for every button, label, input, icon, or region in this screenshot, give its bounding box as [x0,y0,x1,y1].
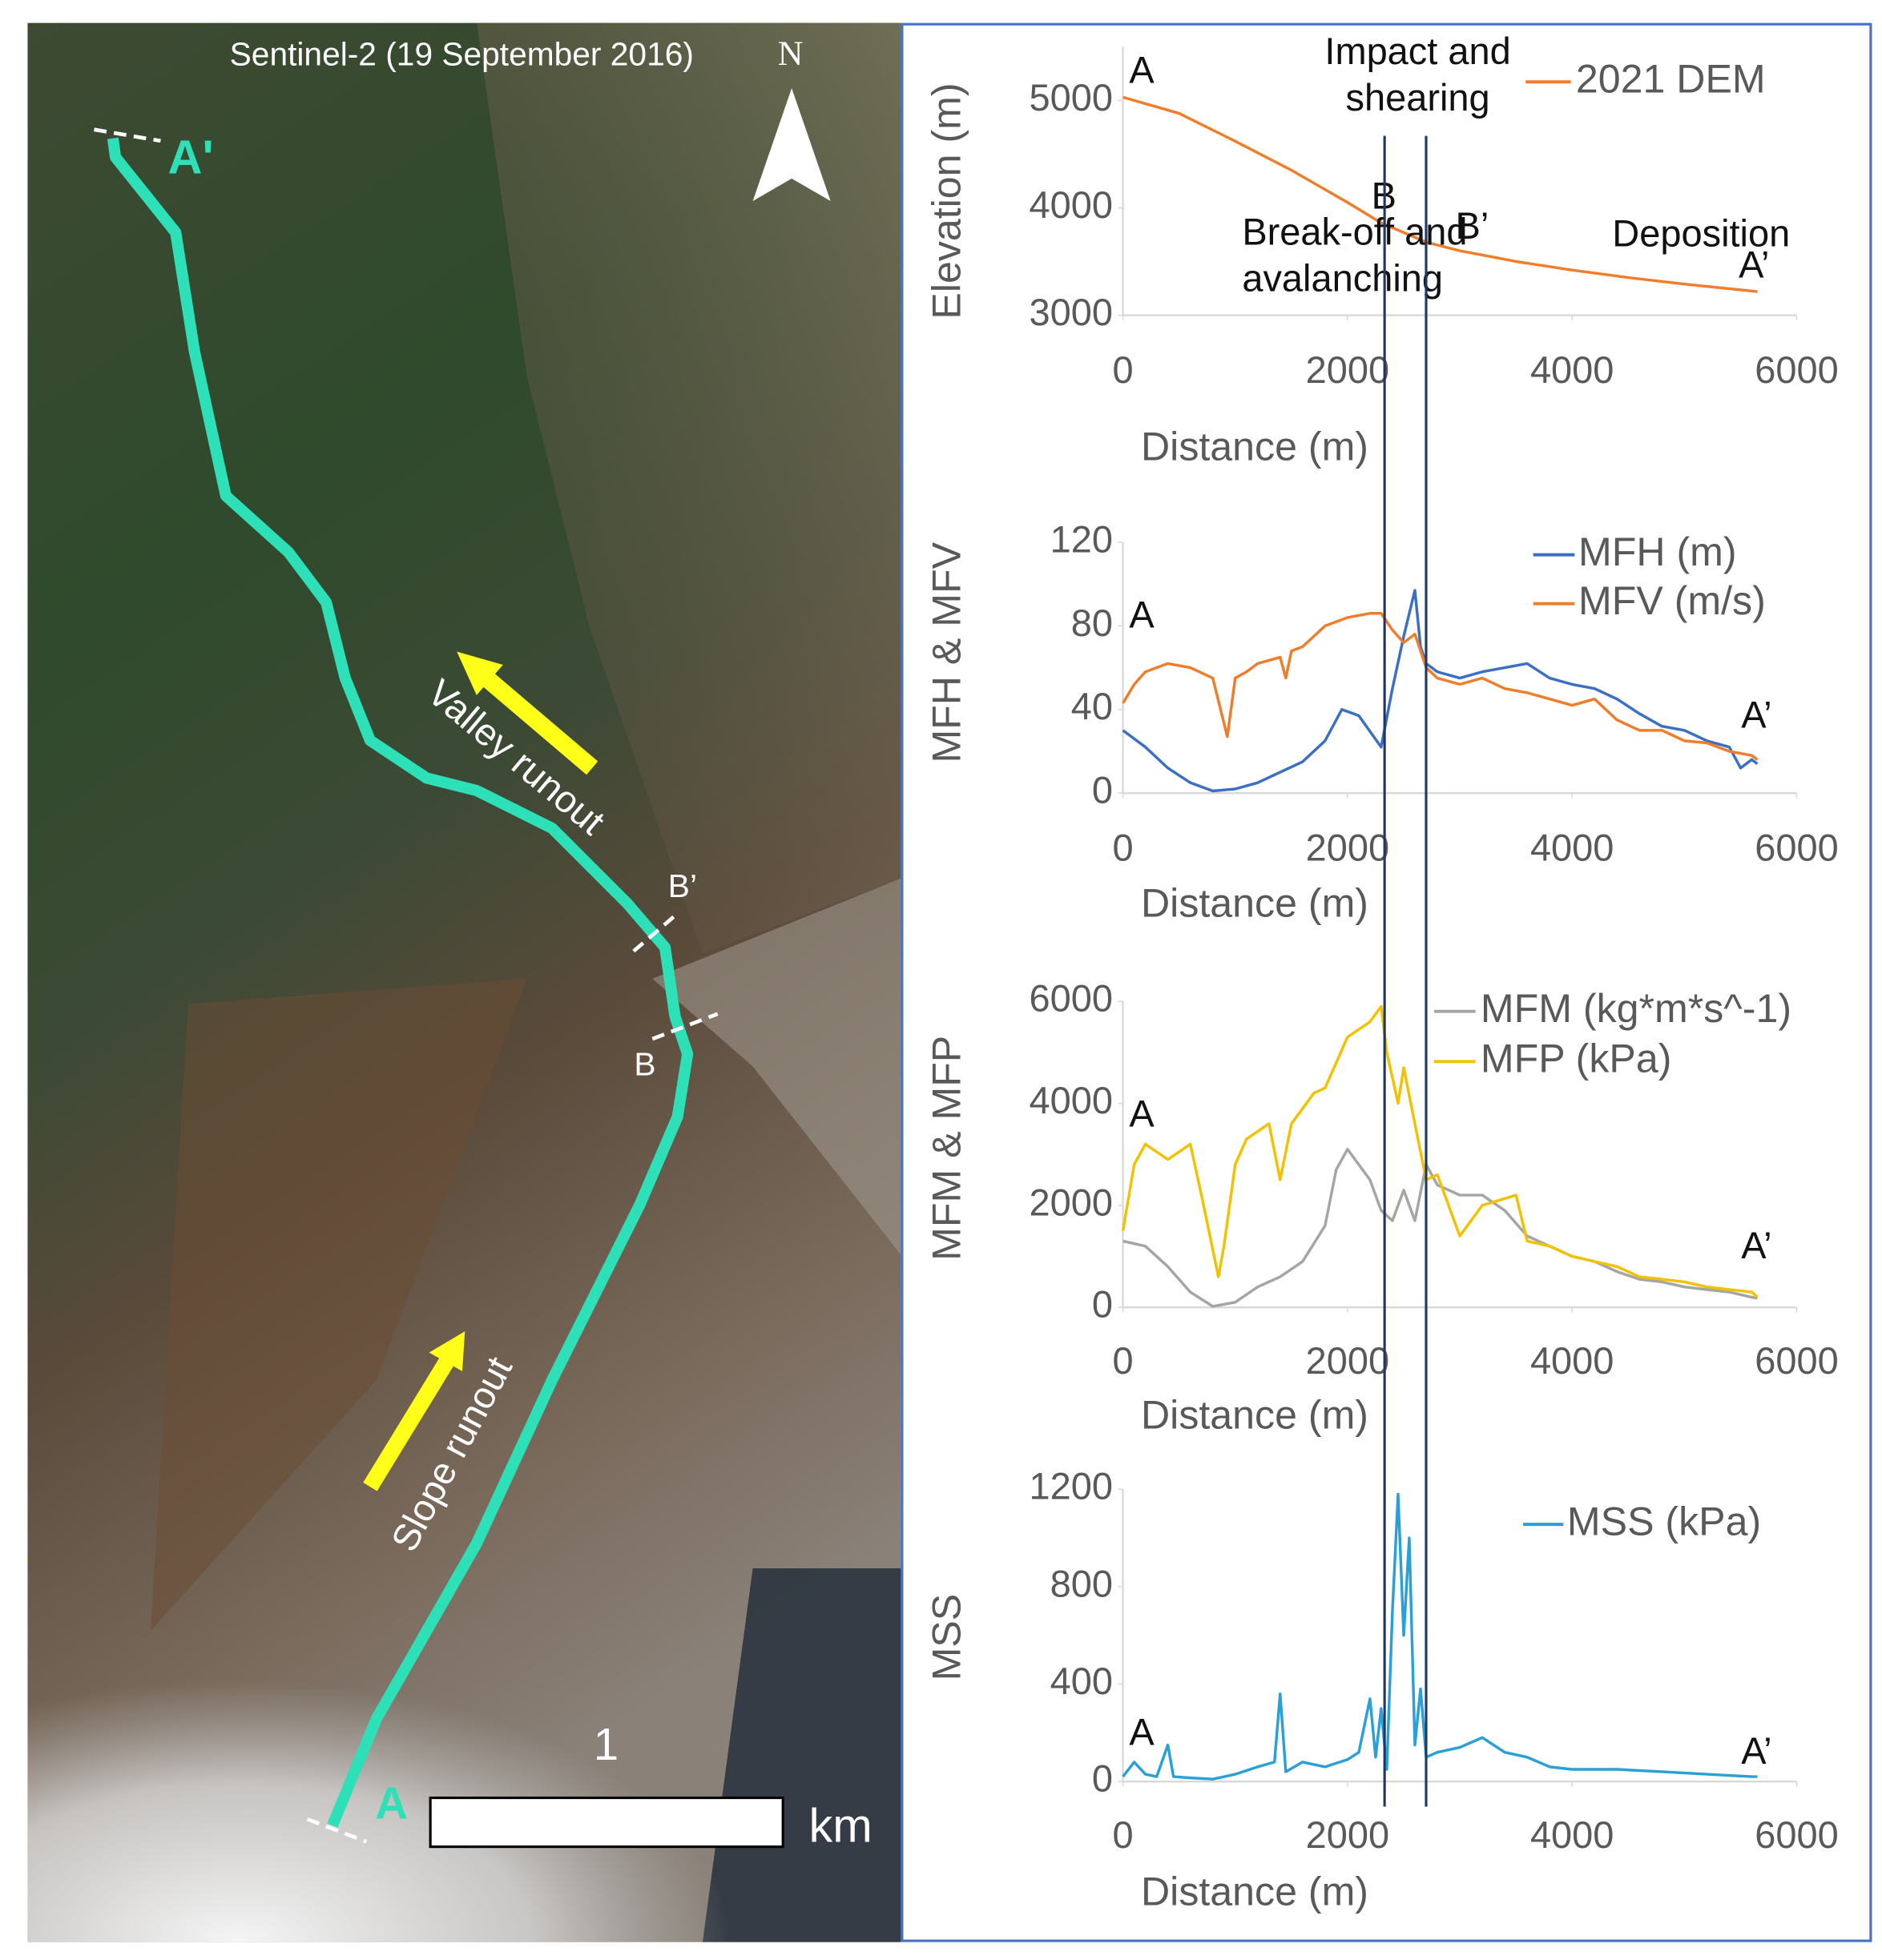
x-tick-label: 2000 [1306,1339,1389,1382]
y-tick-label: 4000 [1030,183,1114,226]
x-tick-label: 4000 [1530,1339,1614,1382]
annotation: Deposition [1612,211,1790,254]
x-tick-label: 2000 [1306,1813,1389,1856]
y-tick-label: 800 [1050,1562,1113,1604]
annotation: Impact and [1324,30,1510,72]
map-valley-floor [652,878,901,1255]
x-tick-label: 0 [1113,827,1134,869]
scale-bar [429,1796,784,1849]
annotation: shearing [1345,76,1489,119]
y-tick-label: 5000 [1030,76,1114,119]
y-tick-label: 0 [1092,769,1113,811]
x-tick-label: 6000 [1755,1813,1838,1856]
y-tick-label: 6000 [1030,977,1114,1020]
b-label: B [634,1045,655,1082]
data-line [1122,1148,1758,1308]
slope-arrow [363,1353,457,1491]
legend-label: MFH (m) [1578,529,1737,574]
x-tick-label: 6000 [1755,348,1838,391]
section-line [306,1817,368,1844]
annotation: A’ [1741,694,1771,736]
map-snow [27,1568,731,1942]
map-title: Sentinel-2 (19 September 2016) [230,36,694,73]
y-tick-label: 3000 [1030,291,1114,333]
annotation: A’ [1741,1224,1771,1266]
x-tick-label: 4000 [1530,1813,1614,1856]
annotation: B’ [1456,204,1489,247]
start-label: A [375,1777,408,1828]
annotation: A’ [1741,1729,1771,1772]
x-tick-label: 0 [1113,1339,1134,1382]
x-axis-label: Distance (m) [1141,1392,1368,1437]
x-axis-label: Distance (m) [1141,880,1368,925]
x-tick-label: 4000 [1530,348,1614,391]
map-ridge [477,22,901,954]
x-tick-label: 4000 [1530,827,1614,869]
y-axis-label: MFM & MFP [925,1036,969,1261]
section-line [651,1012,719,1041]
legend-label: MFM (kg*m*s^-1) [1481,986,1791,1031]
data-line [1122,612,1759,761]
x-tick-label: 6000 [1755,827,1838,869]
y-tick-label: 40 [1071,685,1113,727]
y-tick-label: 0 [1092,1757,1113,1800]
x-tick-label: 2000 [1306,827,1389,869]
section-line [94,127,161,143]
annotation: avalanching [1242,257,1443,300]
chart-panel [901,22,1872,1942]
annotation: A [1129,1093,1155,1135]
scale-value: 1 [594,1719,619,1769]
y-tick-label: 400 [1050,1660,1113,1702]
arrows [363,651,598,1491]
x-tick-label: 0 [1113,1813,1134,1856]
valley-arrow [477,668,598,775]
y-axis-label: MSS [925,1594,969,1681]
valley-arrow-head [457,651,503,695]
annotation: A’ [1739,243,1769,285]
x-tick-label: 0 [1113,348,1134,391]
legend-label: MFV (m/s) [1578,578,1766,623]
satellite-map: Sentinel-2 (19 September 2016) N A' B’ B… [27,22,901,1942]
annotation: A [1129,593,1155,635]
legend-label: MSS (kPa) [1567,1499,1761,1543]
north-arrow [752,88,831,202]
y-tick-label: 120 [1050,517,1113,560]
legend-label: MFP (kPa) [1481,1036,1672,1081]
legend-label: 2021 DEM [1576,56,1766,101]
y-tick-label: 80 [1071,602,1113,644]
x-axis-label: Distance (m) [1141,1869,1368,1914]
north-label: N [778,34,804,73]
section-line [632,912,679,953]
y-tick-label: 0 [1092,1283,1113,1326]
scale-unit: km [809,1798,872,1852]
slope-arrow-head [429,1331,465,1371]
y-axis-label: Elevation (m) [925,83,969,319]
x-tick-label: 6000 [1755,1339,1838,1382]
annotation: Break-off and [1242,211,1467,253]
x-axis-label: Distance (m) [1141,424,1368,469]
runout-path [107,137,694,1828]
b-prime-label: B’ [668,867,697,904]
y-tick-label: 4000 [1030,1079,1114,1121]
end-label: A' [167,131,213,184]
map-shadow [702,1568,901,1942]
annotation: A [1129,49,1155,91]
y-tick-label: 1200 [1030,1465,1114,1507]
data-line [1121,1004,1759,1298]
y-tick-label: 2000 [1030,1181,1114,1223]
annotation: A [1129,1711,1155,1753]
map-slope [150,978,527,1632]
y-axis-label: MFH & MFV [925,541,969,763]
x-tick-label: 2000 [1306,348,1389,391]
